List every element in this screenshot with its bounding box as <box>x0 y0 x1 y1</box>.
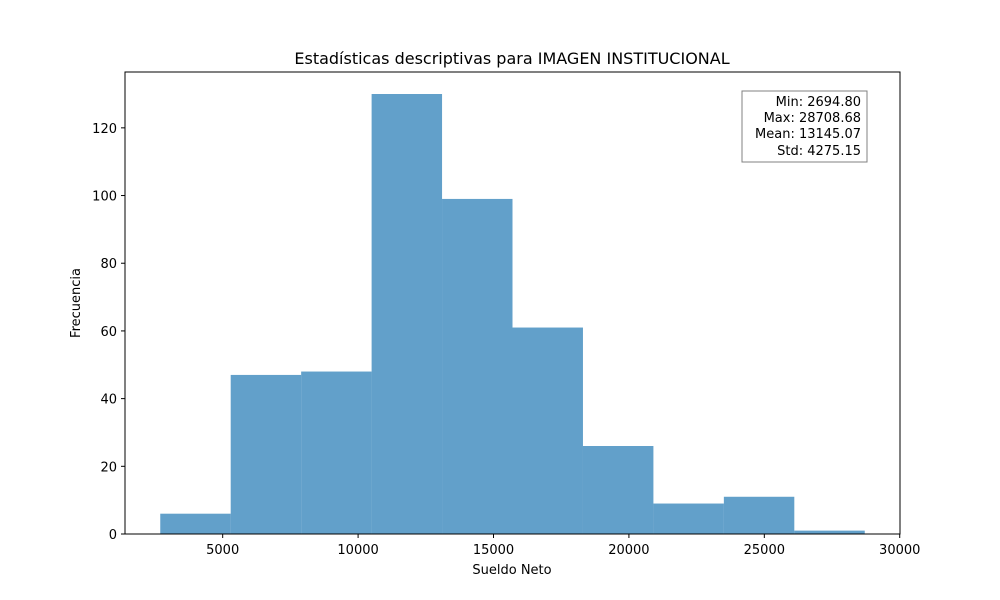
histogram-bar <box>653 503 724 534</box>
stats-min: Min: 2694.80 <box>776 95 861 110</box>
histogram-bar <box>512 327 583 534</box>
histogram-bar <box>230 374 302 534</box>
stats-box: Min: 2694.80 Max: 28708.68 Mean: 13145.0… <box>741 90 868 163</box>
histogram-bar <box>442 198 513 534</box>
y-axis-ticks: 0 20 40 60 80 100 120 <box>92 122 125 543</box>
x-tick-label: 20000 <box>608 543 649 558</box>
histogram-bar <box>301 371 372 534</box>
stats-mean: Mean: 13145.07 <box>755 127 861 142</box>
x-axis-ticks: 5000 10000 15000 20000 25000 30000 <box>206 534 920 558</box>
x-tick-label: 15000 <box>473 543 514 558</box>
x-tick-label: 25000 <box>744 543 785 558</box>
bars-group <box>160 94 865 534</box>
x-tick-label: 10000 <box>337 543 378 558</box>
histogram-bar <box>160 513 231 534</box>
y-tick-label: 40 <box>100 393 117 408</box>
stats-max: Max: 28708.68 <box>764 111 861 126</box>
x-tick-label: 5000 <box>206 543 239 558</box>
chart-title: Estadísticas descriptivas para IMAGEN IN… <box>294 49 729 68</box>
stats-box-frame <box>741 90 868 163</box>
y-tick-label: 20 <box>100 460 117 475</box>
histogram-bar <box>723 496 795 534</box>
y-tick-label: 100 <box>92 190 117 205</box>
y-tick-label: 60 <box>100 325 117 340</box>
histogram-bar <box>794 530 865 534</box>
y-tick-label: 0 <box>109 528 117 543</box>
x-axis-label: Sueldo Neto <box>472 563 551 578</box>
stats-std: Std: 4275.15 <box>777 144 861 159</box>
histogram-bar <box>371 94 443 534</box>
y-tick-label: 80 <box>100 257 117 272</box>
y-tick-label: 120 <box>92 122 117 137</box>
x-tick-label: 30000 <box>879 543 920 558</box>
histogram-bar <box>582 446 654 534</box>
axes-frame <box>124 71 901 535</box>
y-axis-label: Frecuencia <box>69 268 84 338</box>
